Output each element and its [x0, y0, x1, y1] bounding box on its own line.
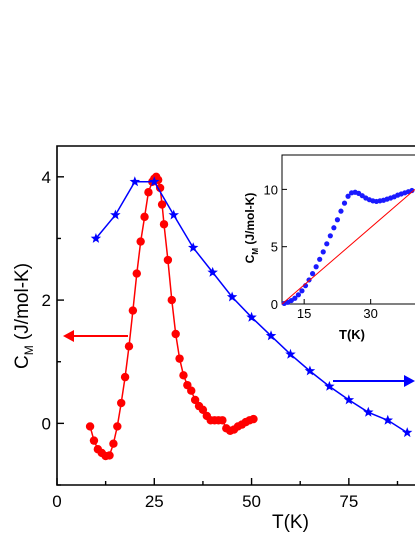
- data-point-star: [226, 291, 238, 302]
- data-point-circle: [120, 372, 130, 382]
- inset-data-point: [324, 241, 330, 247]
- main-y-tick-label: 0: [42, 414, 51, 433]
- inset-data-point: [345, 193, 351, 199]
- data-point-circle: [157, 200, 167, 209]
- data-point-circle: [155, 183, 165, 193]
- inset-x-tick-label: 15: [297, 306, 311, 321]
- data-point-star: [304, 365, 316, 376]
- inset-y-tick-label: 5: [271, 240, 278, 255]
- inset-y-label-main: C: [243, 254, 257, 263]
- data-point-circle: [218, 416, 227, 425]
- inset-data-point: [338, 208, 344, 214]
- data-point-star: [402, 427, 413, 438]
- data-point-circle: [105, 451, 114, 460]
- inset-y-label-unit: (J/mol-K): [243, 193, 257, 248]
- data-point-circle: [249, 414, 258, 424]
- right-axis-arrow: [333, 375, 415, 387]
- inset-y-tick-label: 0: [271, 297, 278, 312]
- data-point-circle: [132, 269, 141, 278]
- inset-data-point: [331, 225, 337, 231]
- main-x-tick-label: 50: [242, 492, 261, 511]
- inset-plot: 15 30 0 5 10 T(K) CM (J/mol-K): [243, 154, 415, 342]
- data-point-star: [149, 176, 160, 187]
- data-point-circle: [109, 439, 118, 448]
- data-point-circle: [187, 386, 196, 395]
- data-point-circle: [113, 422, 122, 431]
- data-point-star: [343, 394, 355, 405]
- data-point-circle: [136, 237, 145, 246]
- data-point-circle: [124, 342, 134, 351]
- inset-ticks: 15 30 0 5 10: [264, 182, 378, 321]
- inset-x-tick-label: 30: [363, 306, 377, 321]
- svg-text:CM (J/mol-K): CM (J/mol-K): [243, 193, 260, 264]
- data-point-circle: [85, 422, 95, 431]
- inset-series: [281, 187, 415, 307]
- data-point-circle: [159, 220, 169, 229]
- data-point-circle: [190, 395, 200, 405]
- series-line-0: [89, 175, 254, 457]
- main-y-axis-label: CM (J/mol-K): [12, 263, 36, 369]
- main-x-tick-label: 25: [145, 492, 164, 511]
- data-point-star: [324, 380, 335, 391]
- main-y-tick-label: 4: [42, 168, 51, 187]
- inset-data-point: [309, 271, 316, 277]
- main-x-tick-label: 75: [339, 492, 358, 511]
- main-y-label-sub: M: [22, 345, 36, 355]
- inset-fit-line: [281, 189, 415, 305]
- data-point-star: [363, 406, 374, 417]
- data-point-circle: [117, 398, 126, 408]
- data-point-star: [382, 414, 393, 425]
- data-point-star: [188, 242, 199, 253]
- left-axis-arrow: [63, 330, 128, 342]
- main-x-tick-label: 0: [52, 492, 61, 511]
- inset-background: [282, 155, 415, 305]
- inset-data-point: [295, 292, 302, 298]
- data-point-star: [207, 266, 218, 277]
- data-point-circle: [144, 188, 153, 197]
- data-point-star: [129, 176, 141, 187]
- main-y-tick-label: 2: [42, 291, 51, 310]
- inset-y-tick-label: 10: [264, 182, 278, 197]
- inset-data-point: [327, 233, 333, 239]
- inset-data-point: [320, 249, 326, 255]
- data-point-circle: [175, 354, 184, 363]
- inset-x-axis-label: T(K): [339, 327, 365, 342]
- data-point-star: [285, 348, 296, 359]
- inset-data-point: [292, 295, 298, 301]
- inset-y-axis-label: CM (J/mol-K): [243, 193, 260, 264]
- main-x-axis-label: T(K): [272, 512, 309, 533]
- inset-data-point: [409, 187, 415, 194]
- data-point-circle: [198, 405, 208, 415]
- data-point-circle: [128, 306, 138, 315]
- main-y-label-main: C: [12, 355, 33, 369]
- data-point-star: [265, 330, 277, 341]
- main-y-label-unit: (J/mol-K): [12, 263, 33, 345]
- inset-data-point: [317, 256, 323, 262]
- inset-data-point: [341, 200, 348, 206]
- data-point-star: [90, 233, 102, 243]
- data-point-star: [110, 209, 121, 220]
- inset-data-point: [313, 264, 319, 270]
- data-point-circle: [89, 436, 99, 445]
- inset-data-point: [334, 217, 341, 223]
- data-point-circle: [140, 212, 149, 222]
- data-point-circle: [179, 371, 188, 380]
- main-frame: [56, 145, 415, 486]
- data-point-circle: [163, 255, 173, 265]
- data-point-circle: [171, 329, 180, 339]
- inset-y-label-sub: M: [251, 248, 260, 255]
- main-series: [85, 172, 413, 461]
- inset-frame: [281, 154, 415, 305]
- data-point-star: [168, 209, 179, 220]
- data-point-circle: [167, 295, 176, 305]
- inset-data-point: [299, 288, 305, 294]
- data-point-star: [246, 311, 257, 322]
- svg-text:CM (J/mol-K): CM (J/mol-K): [12, 263, 36, 369]
